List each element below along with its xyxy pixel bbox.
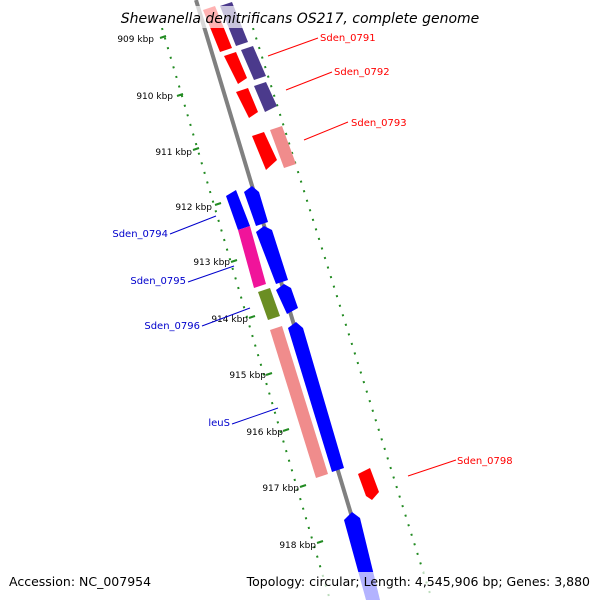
gene-label-sden-0792[interactable]: Sden_0792 [334, 67, 390, 78]
tick-label-913: 913 kbp [193, 258, 230, 268]
gene-label-sden-0793[interactable]: Sden_0793 [351, 118, 407, 129]
tick-label-914: 914 kbp [211, 315, 248, 325]
gene-red-4 [252, 132, 277, 170]
gene-red-2 [224, 52, 247, 84]
tick-label-909: 909 kbp [117, 35, 154, 45]
gene-salmon-long [270, 326, 328, 478]
gene-labels: Sden_0791 Sden_0792 Sden_0793 Sden_0794 … [112, 33, 512, 467]
right-dotted-track [252, 27, 433, 600]
footer-backing [0, 572, 600, 600]
kbp-labels: 909 kbp 910 kbp 911 kbp 912 kbp 913 kbp … [117, 35, 316, 551]
gene-blue-1 [226, 190, 250, 230]
gene-blue-4 [276, 284, 298, 314]
tick-label-917: 917 kbp [262, 484, 299, 494]
gene-dark-3 [254, 82, 277, 112]
tick-label-916: 916 kbp [246, 428, 283, 438]
tick-marks [159, 35, 324, 544]
gene-label-sden-0796[interactable]: Sden_0796 [144, 321, 200, 332]
gene-dark-2 [241, 46, 266, 80]
gene-shapes [203, 2, 380, 600]
tick-label-910: 910 kbp [136, 92, 173, 102]
page-title: Shewanella denitrificans OS217, complete… [121, 11, 480, 27]
gene-label-sden-0798[interactable]: Sden_0798 [457, 456, 513, 467]
tick-label-912: 912 kbp [175, 203, 212, 213]
gene-label-sden-0795[interactable]: Sden_0795 [130, 276, 186, 287]
gene-label-sden-0794[interactable]: Sden_0794 [112, 229, 168, 240]
left-dotted-track [161, 27, 331, 600]
gene-red-5 [358, 468, 379, 500]
gene-blue-long [288, 322, 344, 472]
gene-label-sden-0791[interactable]: Sden_0791 [320, 33, 376, 44]
title-backing [120, 6, 480, 28]
gene-blue-3 [256, 226, 288, 284]
tick-label-918: 918 kbp [279, 541, 316, 551]
gene-label-leus[interactable]: leuS [208, 418, 230, 429]
topology-text: Topology: circular; Length: 4,545,906 bp… [246, 574, 590, 589]
accession-text: Accession: NC_007954 [9, 574, 151, 589]
gene-red-3 [236, 88, 258, 118]
gene-olive-1 [258, 288, 280, 320]
gene-magenta-1 [238, 226, 266, 288]
tick-label-915: 915 kbp [229, 371, 266, 381]
gene-blue-2 [244, 186, 268, 226]
tick-label-911: 911 kbp [155, 148, 192, 158]
gene-salmon-1 [270, 126, 296, 168]
leader-lines [169, 37, 457, 477]
